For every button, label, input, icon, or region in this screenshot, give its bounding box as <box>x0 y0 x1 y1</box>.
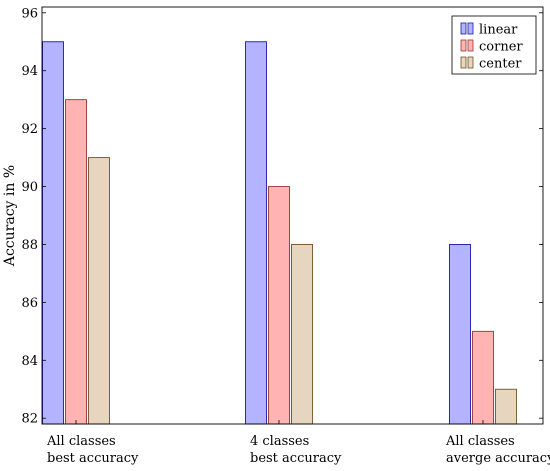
y-axis-label: Accuracy in % <box>2 165 18 267</box>
plot-frame <box>41 6 544 425</box>
bar-center-2 <box>291 244 313 425</box>
bar-corner-3 <box>472 330 494 425</box>
legend-swatch-linear <box>460 22 467 35</box>
x-category-label: averge accuracy <box>446 451 550 466</box>
bar-corner-2 <box>268 186 290 425</box>
y-tick-label: 88 <box>21 238 38 253</box>
legend-label-corner: corner <box>479 40 523 55</box>
y-tick-label: 82 <box>21 412 38 427</box>
legend-swatch-center <box>460 56 467 69</box>
x-category-label: best accuracy <box>250 451 342 466</box>
bars-layer <box>42 41 517 425</box>
y-tick-label: 90 <box>21 180 38 195</box>
bar-linear-1 <box>42 41 64 425</box>
x-category-label: 4 classes <box>250 434 309 449</box>
x-axis: All classes best accuracy 4 classes best ac… <box>46 420 550 466</box>
legend-swatch-corner <box>467 39 474 52</box>
bar-corner-1 <box>65 99 87 425</box>
y-axis: 82 84 86 88 90 92 94 96 <box>21 6 543 427</box>
y-tick-label: 84 <box>21 354 38 369</box>
legend: linear corner center <box>451 15 537 75</box>
x-category-label: All classes <box>46 434 116 449</box>
y-tick-label: 86 <box>21 296 38 311</box>
legend-label-center: center <box>479 57 522 72</box>
bar-center-3 <box>495 388 517 425</box>
legend-swatch-linear <box>467 22 474 35</box>
legend-swatch-corner <box>460 39 467 52</box>
bar-center-1 <box>88 157 110 425</box>
bar-linear-3 <box>449 244 471 425</box>
legend-swatch-center <box>467 56 474 69</box>
x-category-label: All classes <box>445 434 515 449</box>
x-category-label: best accuracy <box>47 451 139 466</box>
y-tick-label: 92 <box>21 122 38 137</box>
legend-label-linear: linear <box>479 23 518 38</box>
bar-linear-2 <box>245 41 267 425</box>
y-tick-label: 94 <box>21 64 38 79</box>
y-tick-label: 96 <box>21 6 38 21</box>
